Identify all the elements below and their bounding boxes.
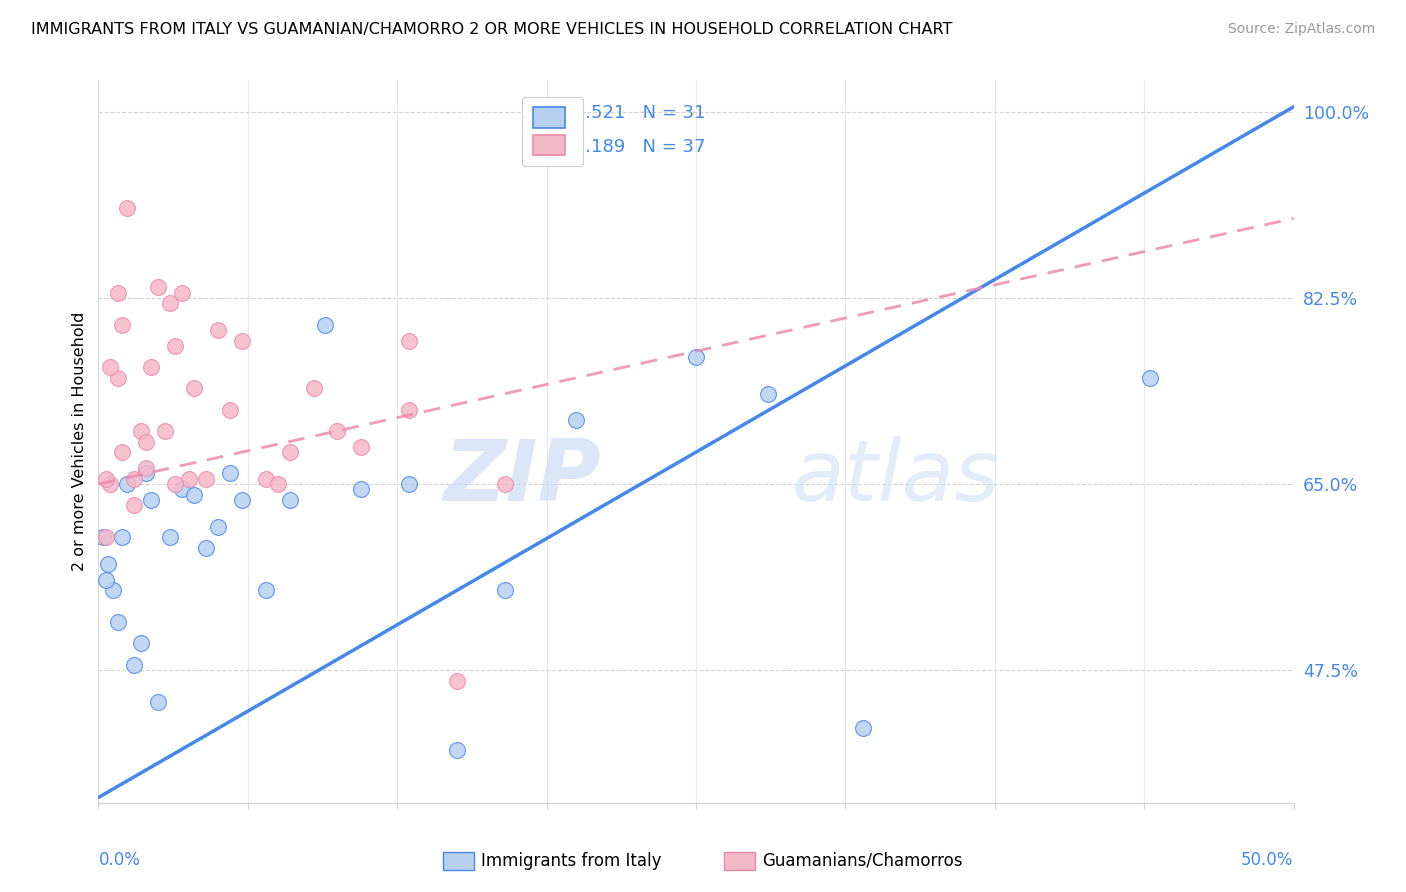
Text: Guamanians/Chamorros: Guamanians/Chamorros: [762, 852, 963, 870]
Point: [1139, 371, 1161, 385]
Point: [115, 477, 138, 491]
Point: [195, 541, 218, 555]
Point: [135, 467, 157, 481]
Text: 0.0%: 0.0%: [98, 851, 141, 869]
Point: [398, 402, 420, 417]
Point: [94, 573, 117, 587]
Text: Immigrants from Italy: Immigrants from Italy: [481, 852, 661, 870]
Point: [139, 493, 162, 508]
Point: [155, 424, 177, 438]
Y-axis label: 2 or more Vehicles in Household: 2 or more Vehicles in Household: [72, 312, 87, 571]
Point: [446, 742, 468, 756]
Point: [97, 557, 120, 571]
Point: [183, 381, 205, 395]
Point: [115, 201, 138, 215]
Point: [135, 461, 157, 475]
Point: [91, 530, 114, 544]
Point: [163, 339, 186, 353]
Point: [446, 673, 468, 688]
Point: [254, 472, 277, 486]
Point: [207, 519, 229, 533]
Point: [98, 477, 122, 491]
Point: [107, 285, 129, 300]
Point: [94, 472, 117, 486]
Point: [350, 440, 373, 454]
Point: [131, 424, 153, 438]
Point: [159, 530, 181, 544]
Point: [124, 498, 146, 512]
Point: [565, 413, 588, 427]
Point: [107, 371, 129, 385]
Point: [219, 467, 242, 481]
Point: [231, 493, 253, 508]
Point: [315, 318, 337, 332]
Point: [278, 493, 301, 508]
Point: [231, 334, 253, 348]
Point: [350, 483, 373, 497]
Text: R = 0.189   N = 37: R = 0.189 N = 37: [534, 137, 706, 156]
Point: [98, 360, 122, 375]
Point: [148, 280, 170, 294]
Point: [756, 386, 779, 401]
Point: [219, 402, 242, 417]
Text: R = 0.521   N = 31: R = 0.521 N = 31: [534, 103, 706, 122]
Text: ZIP: ZIP: [443, 436, 600, 519]
Point: [267, 477, 290, 491]
Point: [172, 483, 194, 497]
Legend: , : ,: [522, 96, 583, 166]
Point: [398, 477, 420, 491]
Point: [159, 296, 181, 310]
Point: [179, 472, 201, 486]
Text: 50.0%: 50.0%: [1241, 851, 1294, 869]
Point: [172, 285, 194, 300]
Point: [124, 472, 146, 486]
Point: [302, 381, 325, 395]
Point: [131, 636, 153, 650]
Point: [207, 323, 229, 337]
Point: [852, 722, 875, 736]
Point: [494, 583, 516, 598]
Point: [107, 615, 129, 629]
Point: [148, 695, 170, 709]
Point: [111, 445, 134, 459]
Point: [94, 530, 117, 544]
Text: IMMIGRANTS FROM ITALY VS GUAMANIAN/CHAMORRO 2 OR MORE VEHICLES IN HOUSEHOLD CORR: IMMIGRANTS FROM ITALY VS GUAMANIAN/CHAMO…: [31, 22, 952, 37]
Point: [278, 445, 301, 459]
Point: [254, 583, 277, 598]
Point: [111, 530, 134, 544]
Point: [494, 477, 516, 491]
Point: [163, 477, 186, 491]
Point: [398, 334, 420, 348]
Point: [139, 360, 162, 375]
Text: Source: ZipAtlas.com: Source: ZipAtlas.com: [1227, 22, 1375, 37]
Point: [124, 657, 146, 672]
Point: [195, 472, 218, 486]
Point: [183, 488, 205, 502]
Point: [685, 350, 707, 364]
Point: [111, 318, 134, 332]
Point: [101, 583, 124, 598]
Point: [135, 434, 157, 449]
Point: [326, 424, 349, 438]
Text: atlas: atlas: [792, 436, 1000, 519]
